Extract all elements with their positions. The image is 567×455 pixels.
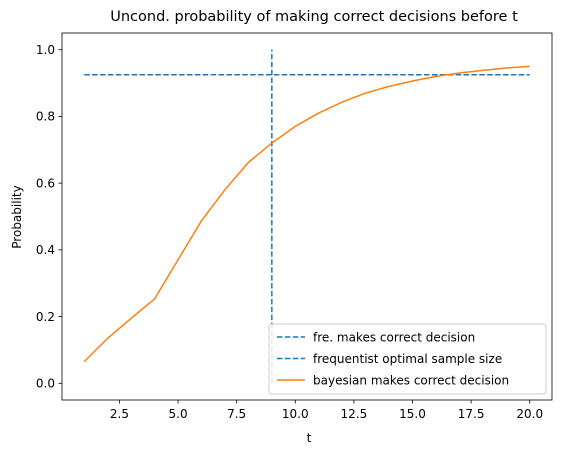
legend-box [268,323,547,395]
y-tick-label: 0.2 [36,310,55,324]
x-tick-label: 12.5 [341,407,368,421]
y-tick-label: 1.0 [36,43,55,57]
x-tick-label: 17.5 [458,407,485,421]
series-line-3 [83,65,530,363]
y-tick-label: 0.6 [36,176,55,190]
y-tick-label: 0.4 [36,243,55,257]
x-tick-label: 7.5 [227,407,246,421]
x-tick-label: 2.5 [110,407,129,421]
x-tick-label: 20.0 [516,407,543,421]
legend-entry-label: bayesian makes correct decision [313,373,509,387]
axes-box [61,32,553,401]
x-axis-label: t [307,431,312,445]
x-tick-label: 15.0 [399,407,426,421]
legend: fre. makes correct decision frequentist o… [268,323,547,395]
y-axis-label: Probability [10,185,24,248]
x-tick-label: 10.0 [282,407,309,421]
chart-title: Uncond. probability of making correct de… [110,9,518,25]
legend-entry-label: fre. makes correct decision [313,330,475,344]
x-tick-label: 5.0 [169,407,188,421]
y-tick-label: 0.8 [36,110,55,124]
y-tick-label: 0.0 [36,377,55,391]
legend-entry-label: frequentist optimal sample size [313,352,502,366]
